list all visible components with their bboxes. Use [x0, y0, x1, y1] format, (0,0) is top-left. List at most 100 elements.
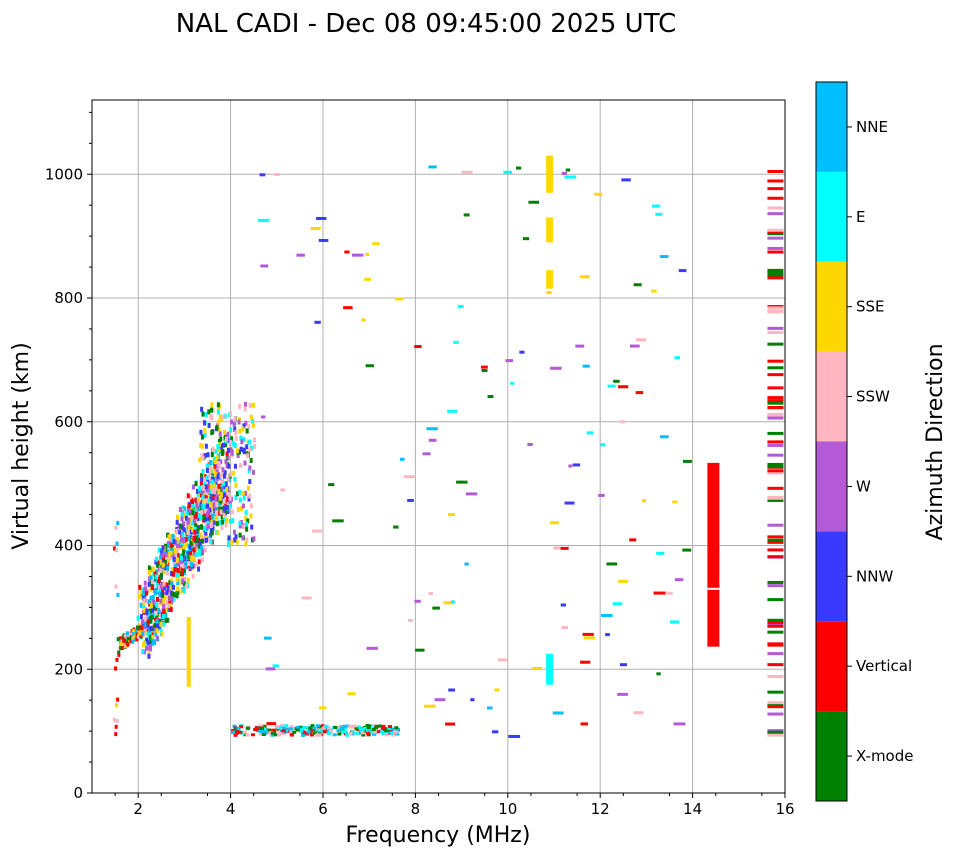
- echo-mark: [204, 508, 208, 514]
- echo-mark: [208, 463, 212, 469]
- echo-mark: [217, 510, 221, 516]
- echo-mark: [159, 571, 163, 577]
- echo-mark: [564, 175, 577, 179]
- echo-mark: [183, 510, 187, 516]
- colorbar-tick-label: SSE: [856, 298, 885, 316]
- echo-mark: [164, 607, 168, 613]
- echo-mark: [136, 633, 140, 639]
- echo-mark: [194, 535, 198, 541]
- echo-mark: [117, 652, 121, 657]
- echo-mark: [186, 616, 191, 687]
- x-tick-label: 6: [318, 800, 328, 818]
- echo-mark: [175, 528, 179, 534]
- echo-mark: [161, 562, 165, 568]
- echo-mark: [172, 571, 176, 577]
- echo-mark: [617, 692, 628, 696]
- echo-mark: [224, 508, 228, 514]
- echo-mark: [259, 173, 266, 177]
- echo-mark: [154, 601, 158, 607]
- echo-mark: [201, 549, 205, 555]
- echo-mark: [185, 510, 189, 516]
- echo-mark: [272, 664, 279, 668]
- echo-mark: [177, 558, 181, 564]
- echo-mark: [220, 506, 224, 512]
- echo-mark: [234, 727, 239, 731]
- echo-mark: [279, 732, 284, 736]
- echo-mark: [216, 443, 220, 449]
- echo-mark: [172, 592, 176, 598]
- echo-mark: [223, 429, 227, 435]
- echo-mark: [115, 703, 119, 708]
- echo-mark: [175, 593, 179, 599]
- echo-mark: [190, 558, 194, 564]
- echo-mark: [141, 649, 145, 655]
- echo-mark: [244, 541, 248, 547]
- echo-mark: [112, 717, 116, 722]
- echo-mark: [186, 554, 190, 560]
- y-axis: 0 200 400 600 800 1000: [45, 111, 92, 802]
- echo-mark: [204, 530, 208, 536]
- echo-mark: [232, 470, 236, 476]
- echo-mark: [187, 524, 191, 530]
- echo-mark: [186, 577, 190, 583]
- echo-mark: [376, 730, 381, 734]
- echo-mark: [171, 591, 175, 597]
- echo-mark: [163, 559, 167, 565]
- echo-mark: [131, 639, 135, 644]
- echo-mark: [168, 596, 172, 602]
- echo-mark: [171, 567, 175, 573]
- echo-mark: [223, 413, 227, 419]
- echo-mark: [348, 731, 353, 735]
- echo-mark: [432, 606, 440, 610]
- echo-mark: [422, 452, 431, 456]
- echo-mark: [238, 520, 242, 526]
- echo-mark: [163, 594, 167, 600]
- echo-mark: [241, 535, 245, 541]
- echo-mark: [767, 523, 784, 527]
- echo-mark: [284, 728, 289, 732]
- echo-mark: [215, 454, 219, 460]
- echo-mark: [143, 586, 147, 592]
- echo-mark: [153, 622, 157, 628]
- echo-mark: [156, 584, 160, 590]
- echo-mark: [245, 526, 249, 532]
- band-gap: [707, 587, 720, 590]
- echo-mark: [220, 519, 224, 525]
- echo-mark: [319, 706, 327, 710]
- echo-mark: [208, 507, 212, 513]
- y-tick-label: 1000: [45, 165, 83, 183]
- x-tick-label: 8: [411, 800, 421, 818]
- echo-mark: [200, 476, 204, 482]
- echo-mark: [180, 566, 184, 572]
- echo-mark: [141, 631, 145, 637]
- echo-mark: [151, 579, 155, 585]
- echo-mark: [222, 481, 226, 487]
- echo-mark: [575, 344, 585, 348]
- echo-mark: [314, 320, 321, 324]
- echo-mark: [385, 728, 390, 732]
- echo-mark: [147, 565, 151, 571]
- echo-mark: [176, 580, 180, 586]
- echo-mark: [321, 726, 326, 730]
- echo-mark: [235, 448, 239, 454]
- echo-mark: [206, 520, 210, 526]
- colorbar-tick-label: X-mode: [856, 747, 913, 765]
- echo-mark: [707, 462, 720, 647]
- echo-mark: [196, 516, 200, 522]
- echo-mark: [414, 599, 421, 603]
- echo-mark: [767, 618, 784, 622]
- echo-mark: [258, 218, 269, 222]
- echo-mark: [203, 481, 207, 487]
- echo-mark: [182, 581, 186, 587]
- echo-mark: [221, 494, 225, 500]
- echo-mark: [387, 725, 392, 729]
- echo-mark: [164, 612, 168, 618]
- echo-mark: [249, 503, 253, 509]
- echo-mark: [155, 627, 159, 633]
- echo-mark: [767, 540, 784, 544]
- echo-mark: [299, 729, 304, 733]
- grid-lines: [92, 100, 786, 794]
- echo-mark: [177, 539, 181, 545]
- echo-mark: [456, 480, 468, 484]
- echo-mark: [564, 501, 575, 505]
